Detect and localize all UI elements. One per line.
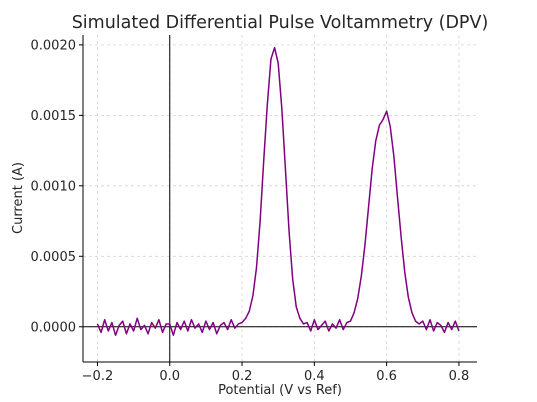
y-tick-label: 0.0015 [31, 109, 77, 124]
x-axis-label: Potential (V vs Ref) [218, 383, 342, 398]
y-tick-label: 0.0000 [31, 320, 77, 335]
axes [82, 35, 477, 363]
x-tick-label: 0.2 [232, 369, 253, 384]
x-tick-label: 0.0 [159, 369, 180, 384]
y-tick-label: 0.0020 [31, 38, 77, 53]
y-tick-label: 0.0010 [31, 179, 77, 194]
x-tick-label: 0.6 [376, 369, 397, 384]
x-tick-label: 0.8 [449, 369, 470, 384]
y-tick-label: 0.0005 [31, 250, 77, 265]
x-tick-label: −0.2 [82, 369, 114, 384]
reference-lines [83, 35, 477, 362]
chart-title: Simulated Differential Pulse Voltammetry… [72, 13, 489, 33]
series-layer [96, 46, 460, 336]
ticks: −0.2 0.0 0.2 0.4 0.6 0.8 0.0000 0.0005 0.0010 0.0… [31, 38, 470, 384]
series-line [96, 46, 460, 336]
x-tick-label: 0.4 [304, 369, 325, 384]
y-axis-label: Current (A) [11, 162, 26, 234]
